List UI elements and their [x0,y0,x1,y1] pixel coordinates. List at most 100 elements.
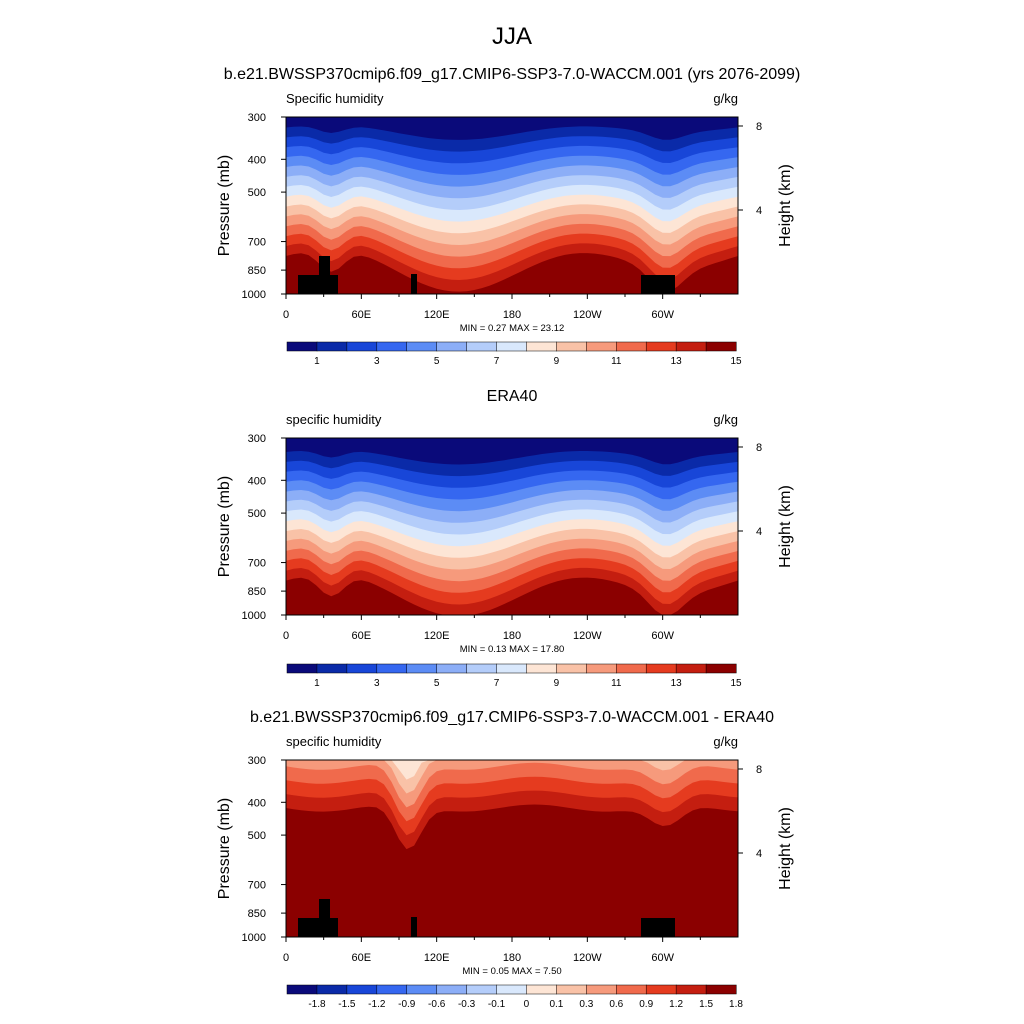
colorbar-label: 11 [611,356,622,367]
contour-field [286,760,738,937]
colorbar-label: 0.3 [579,999,593,1010]
min-max-stats: MIN = 0.27 MAX = 23.12 [460,323,565,334]
colorbar-swatch [466,663,498,674]
colorbar-swatch [346,341,378,352]
colorbar-label: 1 [314,678,320,689]
x-tick-label: 60W [651,309,674,321]
y-tick-label: 1000 [242,610,266,622]
x-tick-label: 120E [424,630,450,642]
colorbar-swatch [286,663,318,674]
colorbar-swatch [705,341,737,352]
colorbar-label: 7 [494,356,500,367]
colorbar-swatch [466,341,498,352]
colorbar-label: 15 [730,356,742,367]
colorbar-swatch [526,663,557,674]
colorbar-label: 15 [730,678,742,689]
colorbar-swatch [496,663,528,674]
colorbar-label: -1.2 [368,999,386,1010]
colorbar-swatch [526,341,557,352]
colorbar-swatch [556,341,587,352]
colorbar-swatch [586,663,617,674]
colorbar-swatch [346,663,378,674]
colorbar-swatch [466,984,498,995]
colorbar-label: 7 [494,678,500,689]
topography-mask [641,275,675,294]
colorbar-swatch [705,984,737,995]
y-tick-label: 700 [248,558,266,570]
colorbar-swatch [675,663,707,674]
colorbar-swatch [645,984,677,995]
y-tick-label: 300 [248,112,266,124]
topography-mask [319,899,330,919]
colorbar-label: -0.3 [458,999,476,1010]
colorbar-label: 5 [434,356,440,367]
panel1-header: b.e21.BWSSP370cmip6.f09_g17.CMIP6-SSP3-7… [224,66,801,83]
field-label: specific humidity [286,412,382,427]
colorbar-swatch [526,984,557,995]
colorbar-swatch [496,984,528,995]
y-right-axis-title: Height (km) [777,485,794,568]
colorbar-label: 3 [374,678,380,689]
y-right-axis-title: Height (km) [777,164,794,247]
x-tick-label: 180 [503,309,521,321]
colorbar-swatch [376,663,408,674]
colorbar-swatch [376,341,408,352]
y-tick-label: 700 [248,880,266,892]
colorbar-label: 0.9 [639,999,653,1010]
colorbar-label: 1.8 [729,999,743,1010]
colorbar-label: 5 [434,678,440,689]
panel3-header: b.e21.BWSSP370cmip6.f09_g17.CMIP6-SSP3-7… [250,709,774,726]
colorbar-swatch [376,984,408,995]
units-label: g/kg [713,734,738,749]
x-tick-label: 60W [651,630,674,642]
units-label: g/kg [713,91,738,106]
y-right-tick-label: 4 [756,526,762,538]
x-tick-label: 120W [573,952,602,964]
colorbar-swatch [286,341,318,352]
y-right-tick-label: 4 [756,848,762,860]
colorbar-swatch [496,341,528,352]
colorbar-swatch [705,663,737,674]
y-right-tick-label: 8 [756,121,762,133]
colorbar-label: 13 [671,356,683,367]
topography-mask [411,274,417,294]
contour-band [286,804,738,937]
figure-title: JJA [492,23,532,50]
min-max-stats: MIN = 0.05 MAX = 7.50 [462,966,561,977]
colorbar-swatch [616,663,647,674]
topography-mask [319,256,330,276]
topography-mask [298,918,338,937]
x-tick-label: 120E [424,952,450,964]
colorbar-label: 1.5 [699,999,713,1010]
x-tick-label: 60E [352,309,372,321]
colorbar-swatch [645,341,677,352]
x-tick-label: 60E [352,630,372,642]
y-axis-title: Pressure (mb) [216,476,233,577]
colorbar: 1 3 5 7 9 11 13 15 [286,341,742,367]
colorbar-label: 9 [554,678,560,689]
colorbar-label: 13 [671,678,683,689]
y-tick-label: 850 [248,908,266,920]
colorbar-label: -1.5 [338,999,356,1010]
x-tick-label: 0 [283,630,289,642]
colorbar-swatch [645,663,677,674]
y-tick-label: 700 [248,237,266,249]
colorbar-swatch [316,663,348,674]
x-tick-label: 180 [503,952,521,964]
colorbar-swatch [586,984,617,995]
contour-field [286,117,738,294]
panel-era40: specific humidity g/kg 0 60E 120E 180 120W 60W 3… [216,412,794,689]
panel-difference: specific humidity g/kg 0 60E 120E 180 120W 60W 3… [216,734,794,1010]
colorbar-label: 0.1 [549,999,563,1010]
contour-band [286,577,738,615]
x-tick-label: 60E [352,952,372,964]
colorbar-swatch [406,663,438,674]
y-tick-label: 850 [248,265,266,277]
colorbar: -1.8 -1.5 -1.2 -0.9 -0.6 -0.3 -0.1 0 0.1 0.3 0.6 0.… [286,984,743,1010]
colorbar-swatch [436,663,468,674]
colorbar-swatch [436,984,468,995]
colorbar-swatch [616,341,647,352]
colorbar-label: -0.1 [488,999,506,1010]
colorbar-swatch [436,341,468,352]
y-axis-title: Pressure (mb) [216,798,233,899]
